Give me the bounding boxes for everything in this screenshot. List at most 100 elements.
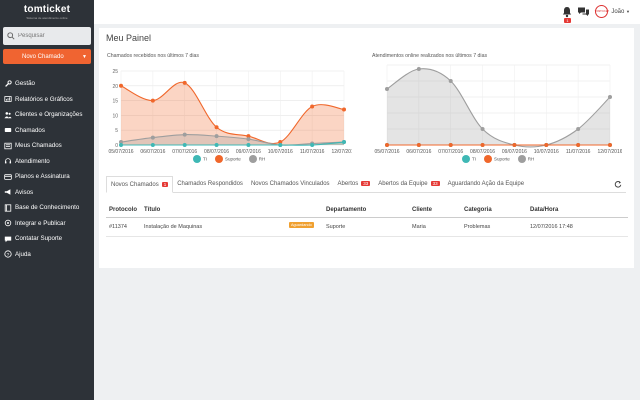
y-tick-label: 10: [112, 113, 118, 119]
x-tick-label: 11/07/2016: [566, 149, 591, 155]
data-point: [119, 143, 123, 147]
legend-item-ti[interactable]: TI: [193, 155, 207, 163]
data-point: [182, 132, 187, 137]
table-row[interactable]: #11374 Instalação de Maquinas Suporte Ma…: [109, 224, 629, 234]
legend-item-suporte[interactable]: Suporte: [215, 155, 241, 163]
column-header-categoria[interactable]: Categoria: [464, 207, 492, 213]
status-badge: Aguardando: [289, 222, 314, 228]
chat-button[interactable]: [577, 6, 590, 18]
data-point: [416, 67, 421, 71]
wrench-icon: [4, 80, 12, 88]
x-tick-label: 12/07/2016: [597, 149, 622, 155]
sidebar-item-integrar[interactable]: Integrar e Publicar: [0, 216, 94, 232]
cell-departamento: Suporte: [326, 224, 346, 230]
legend-item-rh[interactable]: RH: [517, 155, 534, 163]
avatar[interactable]: TOMTICKET: [595, 5, 609, 18]
data-point: [448, 79, 453, 83]
sidebar-item-label: Relatórios e Gráficos: [15, 95, 73, 103]
tab-novos-chamados-vinculados[interactable]: Novos Chamados Vinculados: [247, 175, 334, 192]
data-point: [278, 140, 283, 145]
sidebar-item-meus-chamados[interactable]: Meus Chamados: [0, 138, 94, 154]
chevron-down-icon[interactable]: ▼: [82, 53, 87, 60]
user-menu[interactable]: João ▼: [611, 9, 630, 15]
refresh-icon[interactable]: [614, 180, 622, 188]
notifications-button[interactable]: 1: [561, 6, 573, 23]
data-point: [576, 127, 581, 131]
cell-protocolo: #11374: [109, 224, 127, 230]
tab-chamados-respondidos[interactable]: Chamados Respondidos: [173, 175, 247, 192]
sidebar-item-ajuda[interactable]: ? Ajuda: [0, 247, 94, 263]
sidebar-item-base-conhecimento[interactable]: Base de Conhecimento: [0, 200, 94, 216]
chart-title: Atendimentos online realizados nos últim…: [372, 53, 488, 59]
brand-tagline: Sistema de atendimento online: [26, 16, 68, 20]
column-header-protocolo[interactable]: Protocolo: [109, 207, 137, 213]
sidebar-item-avisos[interactable]: Avisos: [0, 185, 94, 201]
legend-item-suporte[interactable]: Suporte: [484, 155, 510, 163]
sidebar-item-clientes[interactable]: Clientes e Organizações: [0, 107, 94, 123]
logo[interactable]: tomticket Sistema de atendimento online: [0, 0, 94, 24]
sidebar-item-label: Base de Conhecimento: [15, 204, 80, 212]
page-title: Meu Painel: [106, 33, 152, 43]
legend-label: TI: [203, 156, 207, 162]
chart-online-attendance-plot: 05/07/2016 06/07/2016 07/07/2016 08/07/2016…: [374, 64, 622, 155]
tab-count-badge: 33: [430, 181, 440, 186]
series-line-ti: [121, 141, 345, 146]
x-tick-label: 12/07/2016: [331, 149, 352, 155]
search-box: [3, 27, 91, 45]
tab-label: Abertos da Equipe: [378, 180, 428, 187]
legend-label: Suporte: [225, 156, 241, 162]
new-ticket-label: Novo Chamado: [22, 53, 64, 60]
sidebar-item-gestao[interactable]: Gestão: [0, 76, 94, 92]
data-point: [246, 134, 251, 139]
search-input[interactable]: [18, 33, 88, 39]
plug-icon: [4, 219, 12, 227]
x-tick-label: 08/07/2016: [204, 149, 229, 155]
tab-abertos[interactable]: Abertos 33: [334, 175, 375, 192]
x-tick-label: 06/07/2016: [140, 149, 165, 155]
y-tick-label: 0: [115, 143, 118, 149]
data-point: [608, 95, 612, 99]
tab-abertos-equipe[interactable]: Abertos da Equipe 33: [374, 175, 443, 192]
cell-categoria: Problemas: [464, 224, 491, 230]
data-point: [385, 87, 389, 91]
sidebar-item-label: Meus Chamados: [15, 142, 62, 150]
y-tick-label: 5: [115, 128, 118, 134]
data-point: [119, 83, 123, 88]
column-header-cliente[interactable]: Cliente: [412, 207, 433, 213]
sidebar-item-chamados[interactable]: Chamados: [0, 123, 94, 139]
x-tick-label: 11/07/2016: [300, 149, 325, 155]
data-point: [512, 143, 517, 147]
column-header-titulo[interactable]: Título: [144, 207, 161, 213]
legend-item-ti[interactable]: TI: [462, 155, 476, 163]
tab-aguardando-acao[interactable]: Aguardando Ação da Equipe: [444, 175, 528, 192]
sidebar-item-planos[interactable]: Planos e Assinatura: [0, 169, 94, 185]
legend-item-rh[interactable]: RH: [248, 155, 266, 163]
sidebar-item-contatar-suporte[interactable]: Contatar Suporte: [0, 231, 94, 247]
tab-novos-chamados[interactable]: Novos Chamados 1: [106, 176, 174, 193]
legend-label: RH: [258, 156, 266, 162]
sidebar-item-atendimento[interactable]: Atendimento: [0, 154, 94, 170]
sidebar-item-label: Atendimento: [15, 157, 50, 165]
data-point: [182, 80, 187, 85]
chart-legend: TI Suporte RH: [193, 155, 265, 163]
ticket-tabs: Novos Chamados 1 Chamados Respondidos Nov…: [106, 176, 626, 193]
chart-legend: TI Suporte RH: [462, 155, 534, 163]
column-header-departamento[interactable]: Departamento: [326, 207, 367, 213]
sidebar-item-label: Chamados: [15, 126, 45, 134]
x-tick-label: 09/07/2016: [502, 149, 527, 155]
series-line-rh: [386, 68, 611, 148]
new-ticket-button[interactable]: Novo Chamado ▼: [3, 49, 91, 64]
chart-online-attendance: Atendimentos online realizados nos últim…: [372, 53, 622, 168]
cell-titulo[interactable]: Instalação de Maquinas: [144, 224, 203, 230]
sidebar-item-relatorios[interactable]: Relatórios e Gráficos: [0, 92, 94, 108]
series-area-suporte: [121, 82, 344, 145]
sidebar-item-label: Clientes e Organizações: [15, 111, 83, 119]
chart-icon: [4, 95, 12, 103]
sidebar-item-label: Ajuda: [15, 250, 31, 258]
brand-name: tomticket: [23, 4, 71, 15]
data-point: [544, 143, 549, 147]
x-tick-label: 10/07/2016: [268, 149, 293, 155]
data-point: [214, 134, 219, 139]
column-header-data-hora[interactable]: Data/Hora: [530, 207, 559, 213]
